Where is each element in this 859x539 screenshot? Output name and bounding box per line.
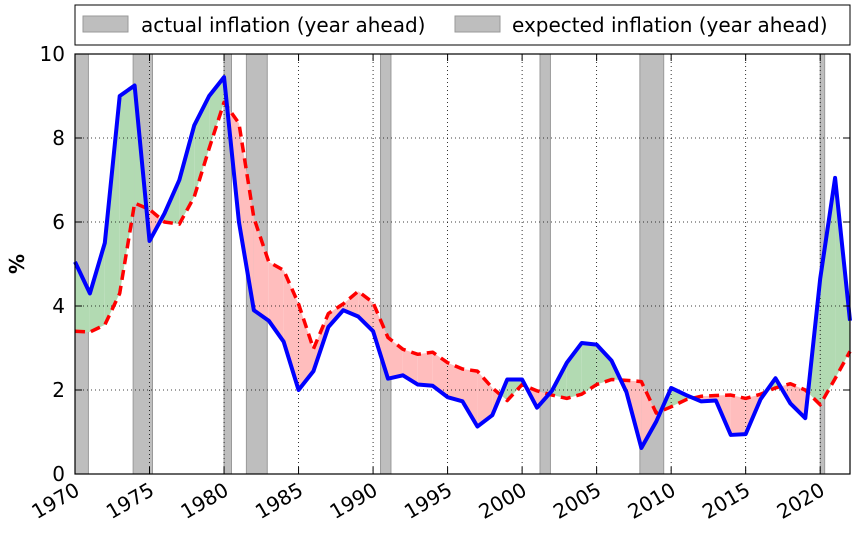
x-tick-label: 2020: [773, 478, 829, 524]
difference-fill-segment: [104, 96, 120, 325]
x-tick-label: 1975: [102, 478, 158, 524]
legend-swatch-actual: [82, 15, 129, 33]
difference-fill-segment: [447, 362, 463, 402]
series-lines: [73, 75, 852, 450]
difference-fill-segment: [566, 342, 582, 399]
difference-fill-segment: [268, 261, 284, 342]
y-tick-label: 8: [52, 126, 65, 150]
plot-frame: [74, 53, 851, 475]
difference-fill-segment: [820, 177, 836, 405]
recession-bands: [74, 53, 826, 475]
difference-fill-segment: [790, 383, 806, 419]
legend-swatch-expected: [454, 15, 501, 33]
x-tick-label: 1985: [251, 478, 307, 524]
expected-inflation-line: [74, 100, 852, 415]
difference-fill-segment: [462, 369, 478, 427]
axis-ticks: [74, 53, 850, 475]
difference-fill-segment: [75, 261, 90, 333]
y-tick-label: 2: [52, 378, 65, 402]
y-tick-label: 10: [40, 42, 65, 66]
difference-fill-segment: [253, 217, 269, 321]
difference-fill-segment: [432, 352, 448, 398]
x-tick-label: 1995: [400, 478, 456, 524]
difference-fill-segment: [671, 387, 687, 407]
x-tick-label: 1980: [176, 478, 232, 524]
difference-fill-segment: [417, 352, 433, 386]
difference-fill-segment: [596, 344, 612, 385]
difference-fill-segment: [581, 342, 597, 395]
y-tick-label: 4: [52, 294, 65, 318]
y-tick-label: 0: [52, 462, 65, 486]
difference-fill-segment: [373, 302, 388, 379]
x-tick-label: 1990: [325, 478, 381, 524]
legend-label-actual: actual inflation (year ahead): [141, 13, 425, 37]
x-tick-label: 2015: [698, 478, 754, 524]
difference-fill-segment: [298, 303, 314, 390]
difference-fills: [75, 77, 850, 448]
legend-label-expected: expected inflation (year ahead): [512, 13, 828, 37]
legend: actual inflation (year ahead) expected i…: [74, 4, 851, 46]
y-tick-labels: 0 2 4 6 8 10: [40, 42, 65, 486]
difference-fill-segment: [89, 243, 105, 333]
y-tick-label: 6: [52, 210, 65, 234]
difference-fill-segment: [358, 291, 374, 332]
difference-fill-segment: [641, 381, 657, 448]
difference-fill-segment: [283, 270, 299, 390]
x-tick-label: 2000: [475, 478, 531, 524]
difference-fill-segment: [179, 125, 195, 225]
recession-band: [380, 53, 392, 475]
recession-band: [539, 53, 551, 475]
x-tick-labels: 1970 1975 1980 1985 1990 1995 2000 2005 2010 2015…: [27, 478, 828, 524]
difference-fill-segment: [730, 395, 746, 435]
difference-fill-segment: [209, 77, 225, 149]
y-axis-label: %: [5, 254, 29, 274]
x-tick-label: 2010: [624, 478, 680, 524]
difference-fill-segment: [119, 85, 135, 294]
actual-inflation-line: [73, 75, 852, 450]
difference-fill-segment: [387, 337, 403, 379]
difference-fill-segment: [238, 123, 254, 311]
x-tick-label: 2005: [549, 478, 605, 524]
